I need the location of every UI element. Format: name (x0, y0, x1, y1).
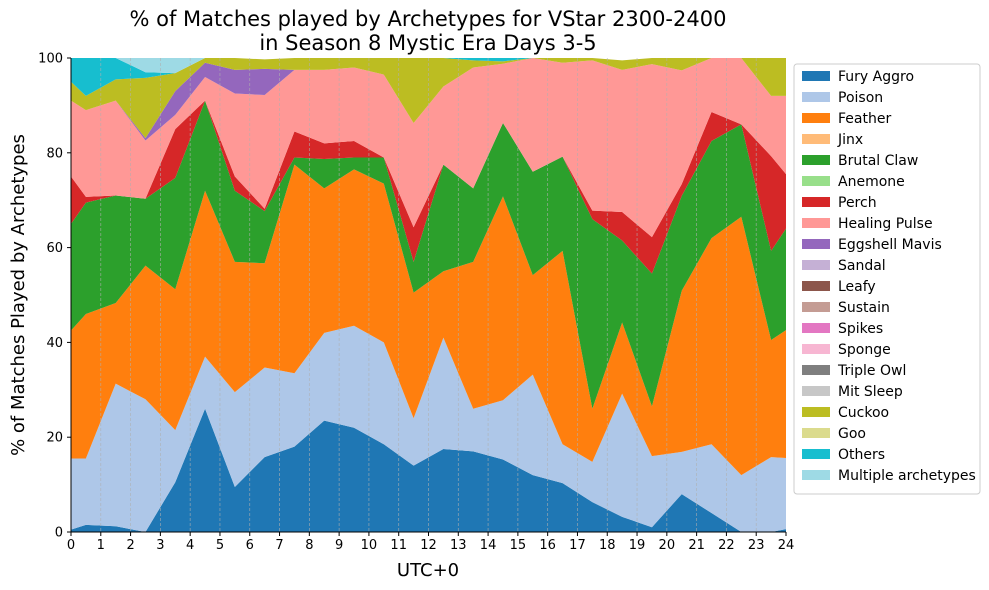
legend-label-cuckoo: Cuckoo (838, 405, 889, 421)
legend-label-feather: Feather (838, 111, 891, 127)
legend-label-anemone: Anemone (838, 174, 905, 190)
legend-label-goo: Goo (838, 426, 866, 442)
x-tick-label: 9 (335, 538, 343, 553)
legend-label-fury-aggro: Fury Aggro (838, 69, 914, 85)
legend-swatch-goo (802, 428, 830, 438)
x-tick-label: 21 (688, 538, 705, 553)
legend-label-mit-sleep: Mit Sleep (838, 384, 903, 400)
legend-label-spikes: Spikes (838, 321, 883, 337)
x-tick-label: 10 (361, 538, 378, 553)
x-tick-label: 13 (450, 538, 467, 553)
legend-swatch-eggshell-mavis (802, 239, 830, 249)
legend-swatch-mit-sleep (802, 386, 830, 396)
x-tick-label: 19 (629, 538, 646, 553)
chart-title-line-2: in Season 8 Mystic Era Days 3-5 (259, 31, 596, 55)
legend-label-jinx: Jinx (837, 132, 863, 148)
area-healing-pulse (71, 58, 786, 238)
x-tick-label: 3 (156, 538, 164, 553)
legend-label-others: Others (838, 447, 885, 463)
x-tick-label: 8 (305, 538, 313, 553)
x-tick-label: 24 (778, 538, 795, 553)
x-tick-label: 11 (390, 538, 407, 553)
legend-label-triple-owl: Triple Owl (837, 363, 906, 379)
y-tick-label: 60 (46, 241, 63, 256)
legend-label-sustain: Sustain (838, 300, 890, 316)
x-tick-label: 7 (275, 538, 283, 553)
legend-label-sandal: Sandal (838, 258, 886, 274)
y-tick-label: 0 (55, 526, 63, 541)
x-tick-label: 15 (510, 538, 527, 553)
x-tick-label: 23 (748, 538, 765, 553)
area-perch (71, 100, 786, 274)
grid-layer (100, 58, 757, 532)
legend-swatch-perch (802, 197, 830, 207)
x-tick-label: 17 (569, 538, 586, 553)
legend-label-poison: Poison (838, 90, 883, 106)
x-tick-label: 22 (718, 538, 735, 553)
x-ticks: 0 1 2 3 4 5 6 7 8 9 10 11 12 13 14 15 16 17 18 19 20 21 22 23 24 (67, 532, 794, 553)
x-tick-label: 12 (420, 538, 437, 553)
legend-swatch-triple-owl (802, 365, 830, 375)
x-tick-label: 14 (480, 538, 497, 553)
legend-label-eggshell-mavis: Eggshell Mavis (838, 237, 942, 253)
x-tick-label: 0 (67, 538, 75, 553)
x-tick-label: 20 (659, 538, 676, 553)
legend-swatch-multiple-archetypes (802, 470, 830, 480)
x-tick-label: 16 (539, 538, 556, 553)
legend-swatch-fury-aggro (802, 71, 830, 81)
area-multiple-archetypes (71, 58, 786, 74)
legend-swatch-brutal-claw (802, 155, 830, 165)
x-axis-label: UTC+0 (397, 560, 459, 581)
y-tick-label: 80 (46, 146, 63, 161)
y-axis-label: % of Matches Played by Archetypes (8, 134, 29, 456)
legend-frame (793, 63, 981, 495)
legend-swatch-anemone (802, 176, 830, 186)
y-tick-label: 40 (46, 336, 63, 351)
x-tick-label: 1 (97, 538, 105, 553)
x-tick-label: 6 (246, 538, 254, 553)
x-tick-label: 5 (216, 538, 224, 553)
legend-swatch-cuckoo (802, 407, 830, 417)
y-ticks: 0 20 40 60 80 100 (38, 52, 71, 541)
legend-label-brutal-claw: Brutal Claw (838, 153, 918, 169)
y-tick-label: 100 (38, 52, 63, 67)
legend-swatch-spikes (802, 323, 830, 333)
legend-label-multiple-archetypes: Multiple archetypes (838, 468, 976, 484)
legend-swatch-poison (802, 92, 830, 102)
chart-title-line-1: % of Matches played by Archetypes for VS… (130, 7, 727, 31)
legend-swatch-sponge (802, 344, 830, 354)
legend: Fury Aggro Poison Feather Jinx Brutal Claw An… (793, 63, 981, 495)
legend-label-leafy: Leafy (838, 279, 876, 295)
legend-swatch-healing-pulse (802, 218, 830, 228)
legend-label-healing-pulse: Healing Pulse (838, 216, 933, 232)
x-tick-label: 2 (126, 538, 134, 553)
x-tick-label: 18 (599, 538, 616, 553)
legend-label-perch: Perch (838, 195, 877, 211)
x-tick-label: 4 (186, 538, 194, 553)
legend-swatch-others (802, 449, 830, 459)
legend-swatch-feather (802, 113, 830, 123)
legend-swatch-jinx (802, 134, 830, 144)
legend-label-sponge: Sponge (838, 342, 891, 358)
legend-swatch-sustain (802, 302, 830, 312)
legend-swatch-leafy (802, 281, 830, 291)
legend-swatch-sandal (802, 260, 830, 270)
y-tick-label: 20 (46, 431, 63, 446)
